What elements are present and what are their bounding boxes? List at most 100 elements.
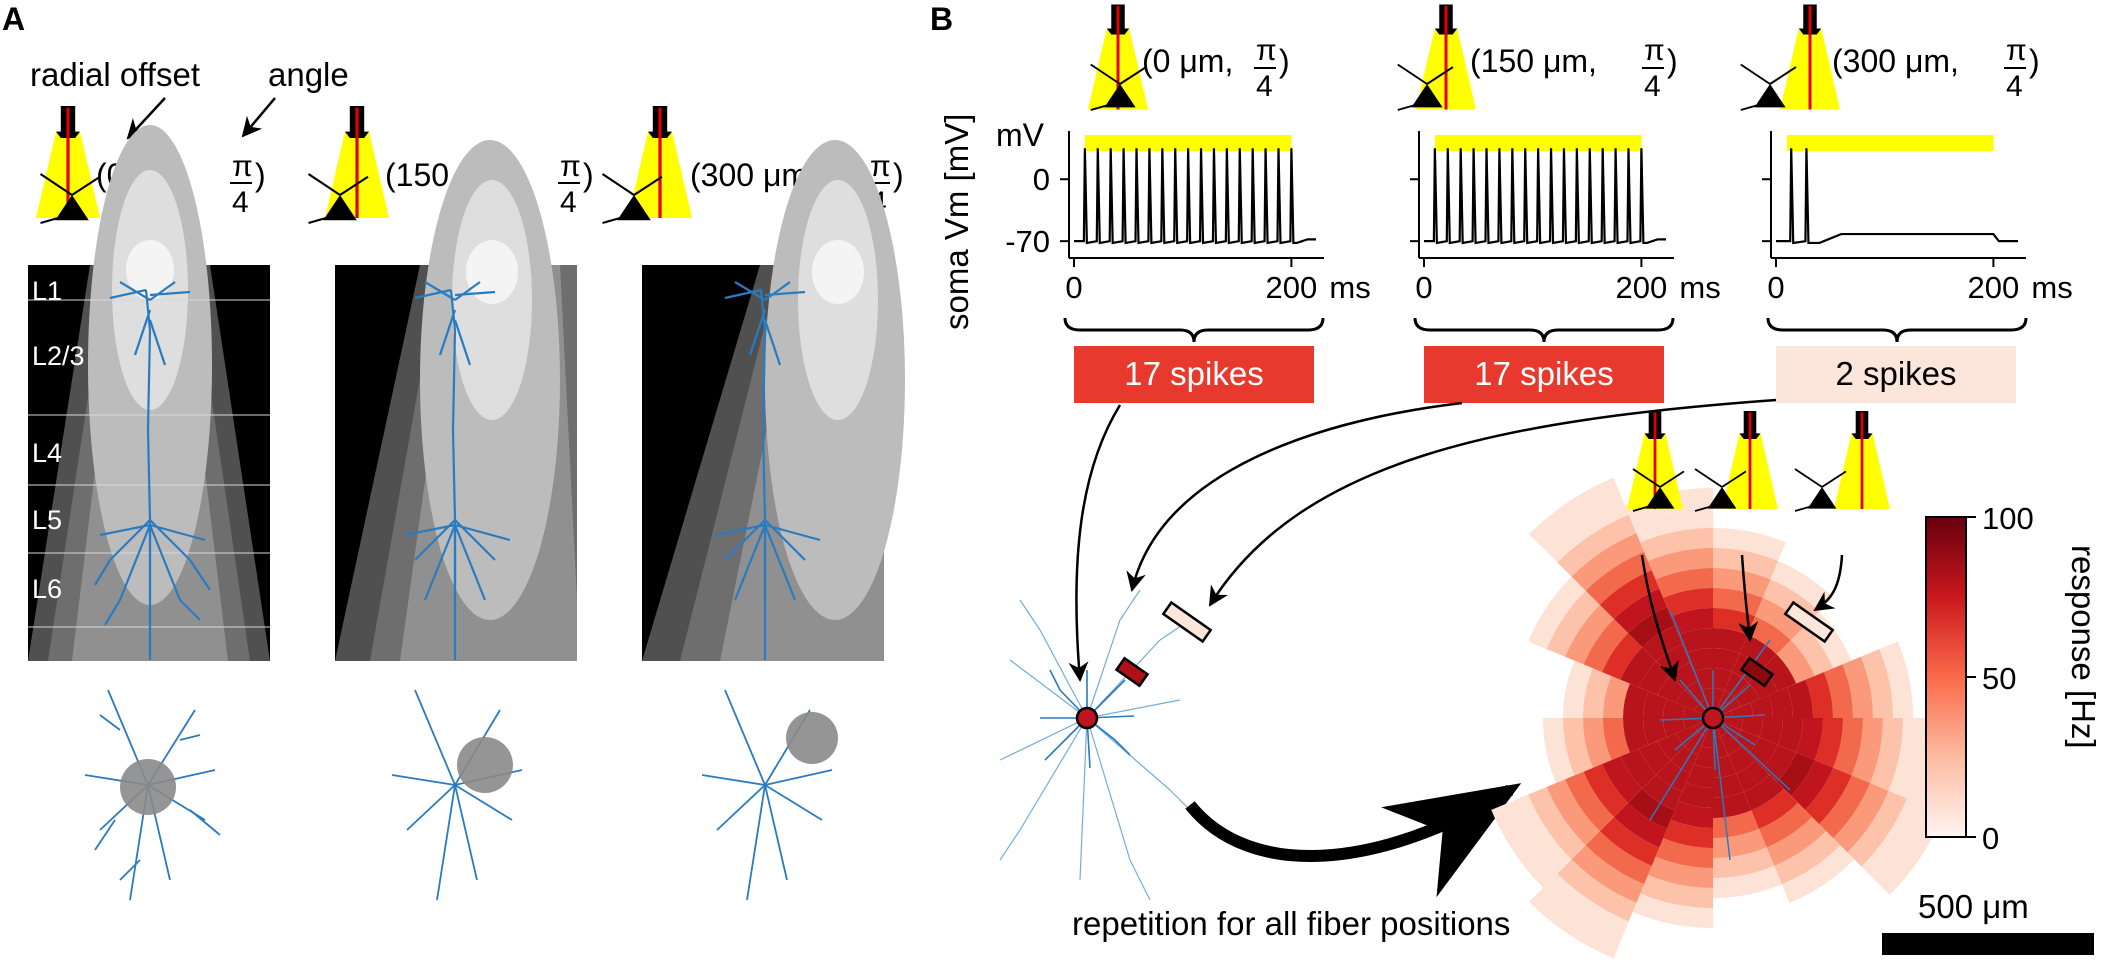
y-tick-label: -70 (1005, 224, 1050, 259)
layer-label-l1: L1 (32, 276, 62, 306)
neuron-morphology-top (84, 689, 221, 901)
x-tick-label: 0 (1065, 270, 1082, 305)
polar-map-cell (1563, 718, 1593, 776)
polar-map-cell (1693, 745, 1713, 768)
polar-map-cell (1731, 702, 1753, 718)
polar-map-cell (1743, 774, 1784, 811)
angle-arrow (241, 97, 276, 138)
fiber-icon (323, 104, 391, 220)
polar-map-cell (1640, 528, 1713, 561)
stimulus-bar (1786, 135, 1994, 151)
polar-map-cell (1842, 656, 1873, 718)
polar-map-cell (1755, 597, 1805, 641)
polar-map-cell (1528, 786, 1586, 860)
polar-map-cell (1747, 616, 1791, 655)
panel-a-column-3: (300 μm, π 4 ) (601, 104, 905, 901)
polar-map-cell (1833, 783, 1889, 853)
neuron-morphology-side (94, 281, 211, 660)
angle-numerator: π (2006, 34, 2027, 67)
polar-map-cell (1565, 771, 1615, 832)
repetition-arrow (1185, 783, 1522, 898)
polar-map-cell (1529, 477, 1622, 549)
polar-map-cell (1870, 718, 1903, 791)
polar-map-cell (1766, 816, 1827, 866)
polar-map-cell (1583, 619, 1629, 673)
polar-map-cell (1585, 831, 1652, 885)
polar-map-cell (1657, 675, 1685, 703)
spike-count-label: 17 spikes (1124, 355, 1263, 392)
x-tick-label: 0 (1415, 270, 1432, 305)
polar-map-cell (1693, 668, 1713, 691)
x-unit-label: ms (1679, 270, 1720, 305)
polar-map-cell (1888, 718, 1923, 799)
fiber-icon (1625, 409, 1685, 511)
polar-map-cell (1628, 607, 1675, 648)
polar-map-cell (1583, 668, 1612, 718)
polar-map-cell (1713, 568, 1771, 598)
polar-map-cell (1663, 698, 1686, 718)
polar-map-cell (1623, 718, 1649, 753)
svg-text:): ) (2029, 43, 2040, 79)
polar-map-cell (1739, 634, 1777, 669)
polar-map-cell (1790, 626, 1834, 676)
polar-map-cell (1676, 689, 1699, 711)
fiber-position-marker (1783, 600, 1835, 644)
polar-map-cell (1670, 801, 1713, 828)
fiber-icon (1832, 409, 1892, 511)
polar-map-cell (1656, 760, 1691, 792)
polar-map-cell (1814, 718, 1843, 768)
polar-map-cell (1713, 588, 1763, 617)
svg-text:): ) (1279, 43, 1290, 79)
polar-map-cell (1583, 718, 1612, 768)
fiber-icon (1778, 3, 1842, 111)
fiber-projection (120, 759, 176, 815)
panel-a-column-1: (0 μm, π 4 ) L1 L2/3 L4 L5 L6 (28, 104, 270, 901)
polar-map-cell (1683, 706, 1704, 718)
polar-map-cell (1713, 865, 1782, 899)
polar-map-cell (1734, 682, 1760, 707)
y-tick-label: 0 (1033, 162, 1050, 197)
angle-annotation: angle (268, 56, 349, 93)
polar-map-cell (1603, 718, 1630, 761)
polar-map-cell (1663, 819, 1713, 848)
polar-map-cell (1804, 767, 1852, 825)
trace-offset-label: (300 μm, (1832, 43, 1959, 79)
polar-map-cell (1614, 588, 1668, 634)
neuron-topview-left (999, 589, 1201, 901)
polar-map-cell (1509, 794, 1572, 874)
polar-map-cell (1543, 873, 1629, 940)
neuron-morphology-side (714, 281, 821, 660)
polar-map-cell (1861, 798, 1926, 881)
polar-map-cell (1678, 782, 1713, 809)
polar-map-cell (1528, 576, 1586, 650)
polar-map-cell (1740, 718, 1763, 738)
layer-label-l4: L4 (32, 438, 62, 468)
angle-denominator: 4 (1644, 70, 1661, 103)
polar-map-cell (1670, 608, 1713, 635)
polar-map-cell (1571, 533, 1645, 591)
polar-map-cell (1655, 568, 1713, 598)
polar-map-cell (1620, 748, 1657, 789)
polar-map-cell (1879, 641, 1913, 718)
angle-denominator: 4 (1256, 70, 1273, 103)
polar-map-cell (1781, 845, 1855, 903)
polar-map-cell (1643, 691, 1667, 718)
x-tick-label: 200 (1968, 270, 2020, 305)
polar-map-cell (1557, 859, 1637, 922)
polar-map-cell (1759, 718, 1783, 745)
polar-map-cell (1720, 696, 1741, 715)
fiber-projection (457, 737, 513, 793)
trace-y-unit: mV (996, 117, 1045, 153)
response-polar-map (1491, 477, 1944, 959)
polar-map-cell (1819, 775, 1871, 839)
polar-map-cell (1683, 718, 1704, 730)
polar-map-cell (1546, 590, 1600, 657)
angle-denominator: 4 (2006, 70, 2023, 103)
polar-map-cell (1790, 760, 1834, 810)
angle-numerator: π (560, 150, 581, 183)
polar-map-cell (1546, 779, 1600, 846)
layer-label-l6: L6 (32, 574, 62, 604)
polar-map-cell (1640, 875, 1713, 908)
voltage-trace (1424, 148, 1666, 245)
polar-map-cell (1768, 687, 1793, 718)
